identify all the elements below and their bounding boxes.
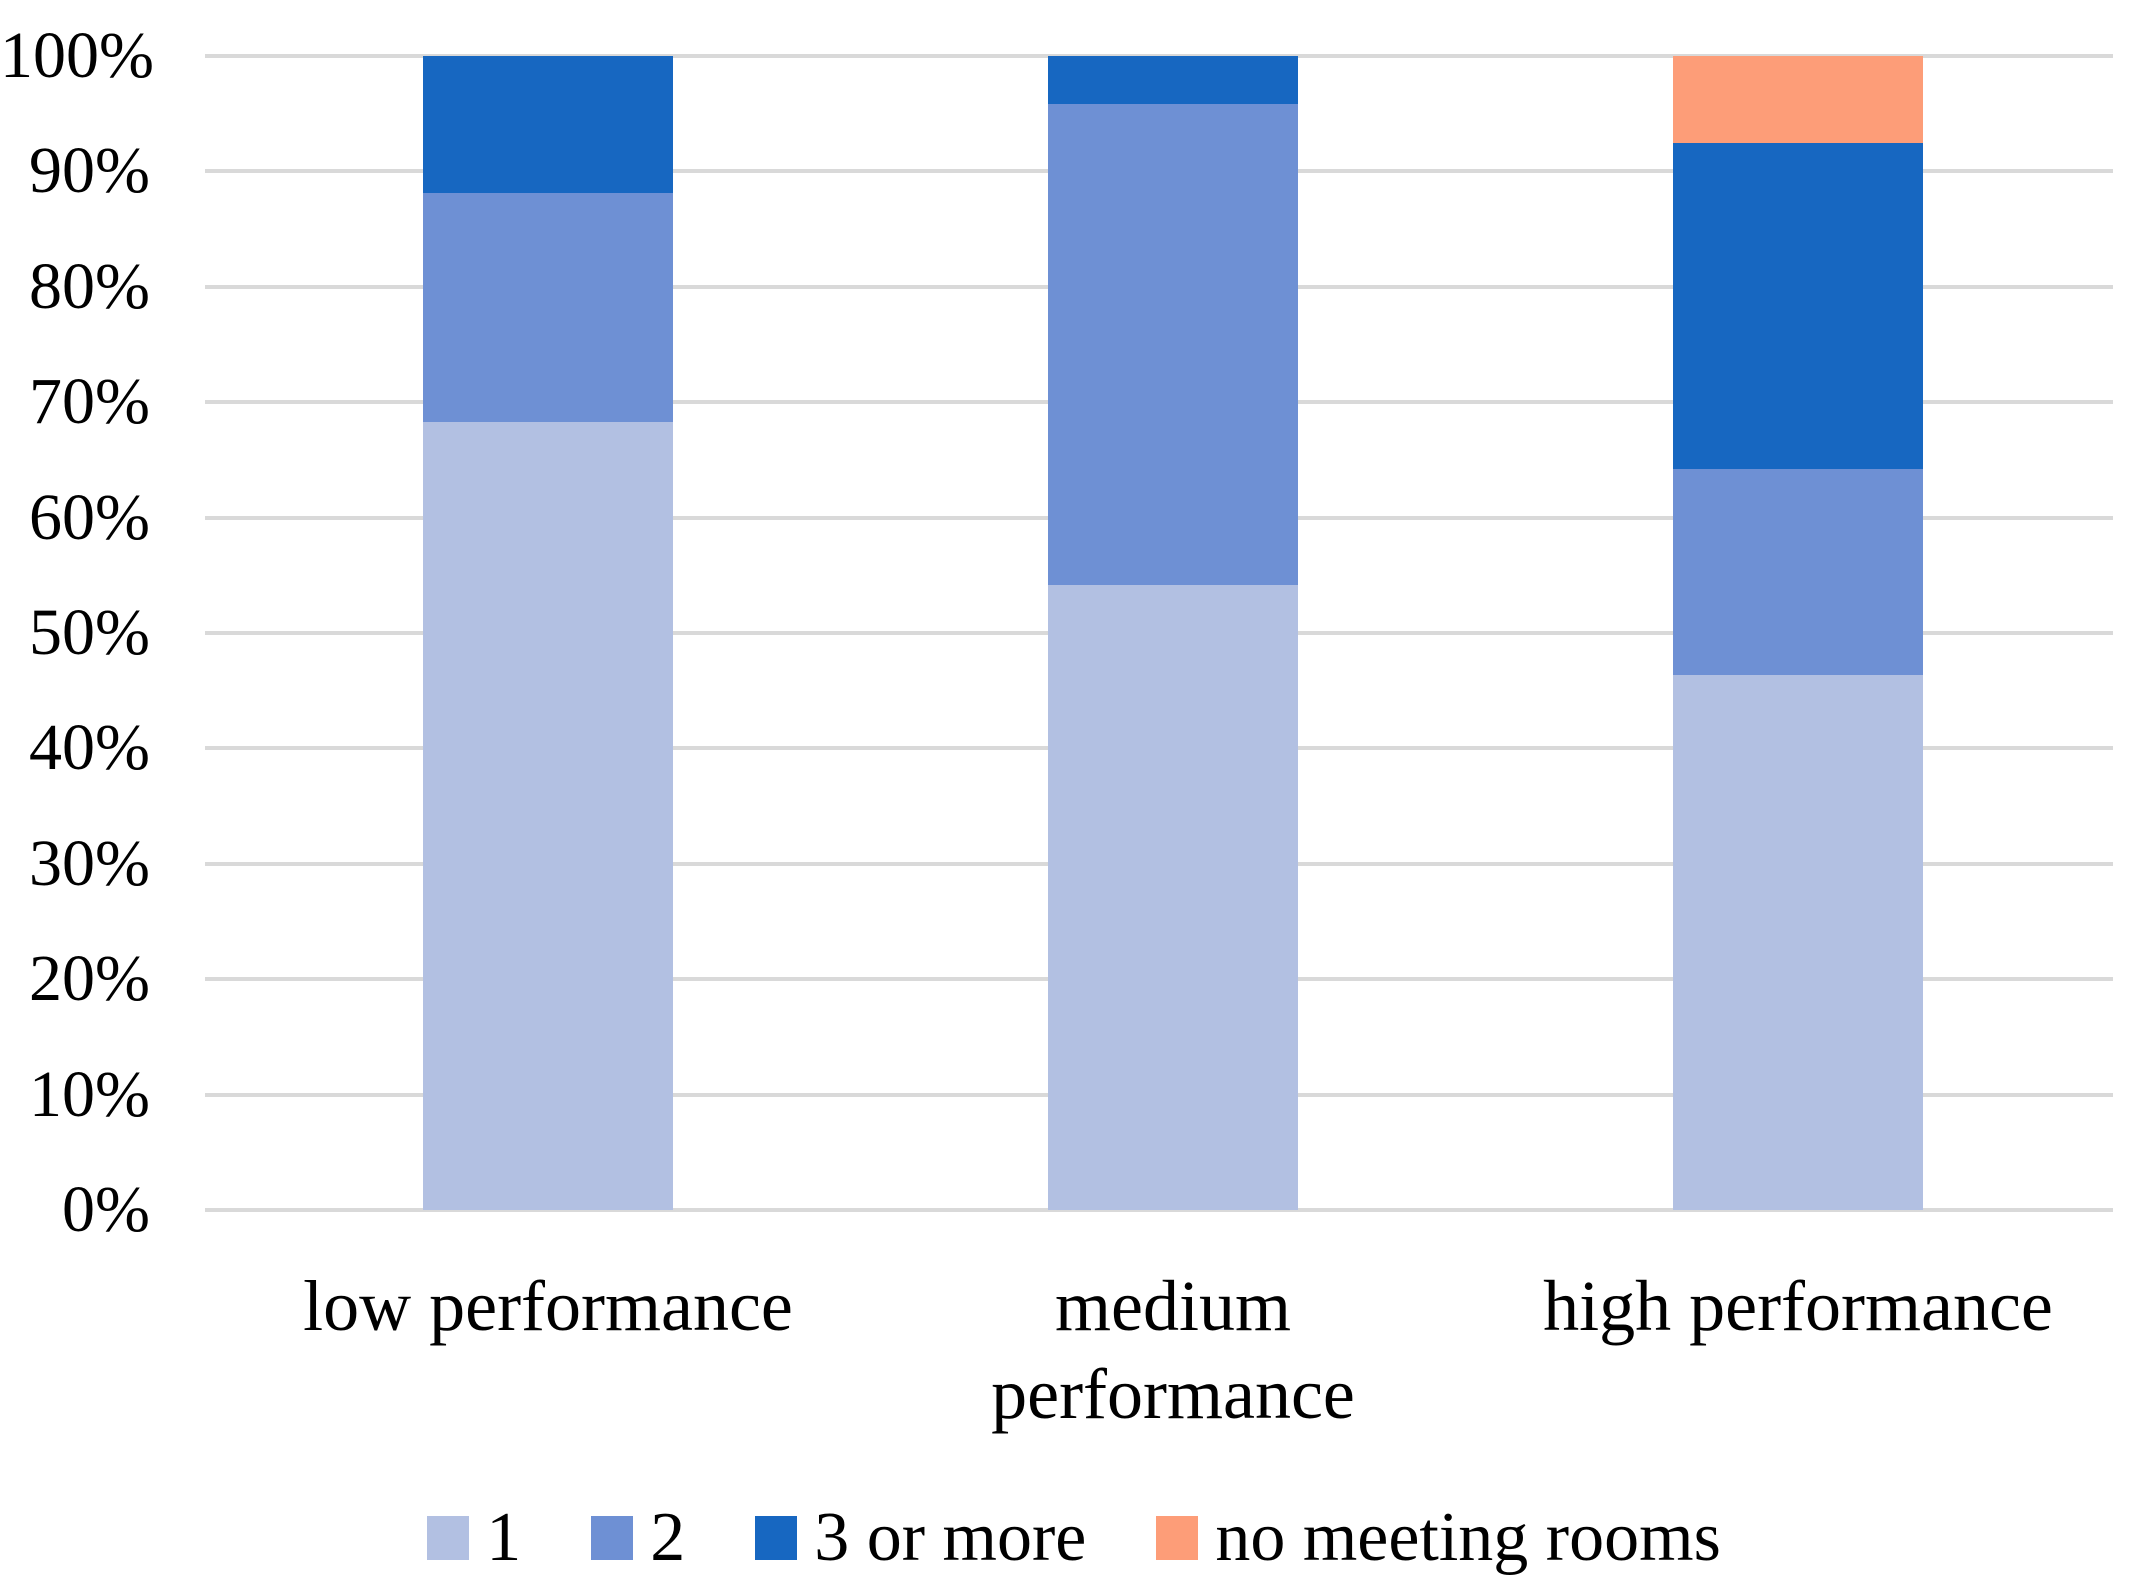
legend-item: 3 or more (755, 1501, 1086, 1575)
legend-item: 2 (591, 1501, 685, 1575)
legend-swatch (1156, 1516, 1199, 1560)
x-axis-category-label: high performance (1543, 1262, 2053, 1350)
y-axis-tick-label: 20% (29, 942, 150, 1015)
y-axis-tick-label: 100% (0, 19, 154, 92)
x-axis-category-label-line: performance (991, 1354, 1355, 1434)
x-axis-category-label: low performance (303, 1262, 793, 1350)
bar-segment (1673, 469, 1923, 675)
x-axis-category-label-line: high performance (1543, 1266, 2053, 1346)
bar-segment (1048, 56, 1298, 104)
x-axis-category-label-line: low performance (303, 1266, 793, 1346)
y-axis-tick-label: 30% (29, 827, 150, 900)
bar-segment (1048, 585, 1298, 1210)
y-axis-tick-label: 0% (62, 1173, 150, 1246)
bar-segment (423, 56, 673, 193)
y-axis-tick-label: 80% (29, 250, 150, 323)
bar-segment (423, 193, 673, 422)
legend-swatch (755, 1516, 798, 1560)
legend: 1 2 3 or more no meeting rooms (0, 1496, 2148, 1580)
y-axis-tick-label: 70% (29, 365, 150, 438)
legend-swatch (427, 1516, 470, 1560)
bar-segment (1673, 56, 1923, 143)
legend-label: 2 (650, 1499, 686, 1576)
legend-swatch (591, 1516, 634, 1560)
gridline (205, 1208, 2113, 1212)
legend-item: no meeting rooms (1156, 1499, 1721, 1576)
bar-segment (1673, 675, 1923, 1210)
x-axis-category-label: medium performance (991, 1262, 1355, 1438)
y-axis-tick-label: 10% (29, 1058, 150, 1131)
legend-item: 1 (427, 1501, 521, 1575)
legend-label: no meeting rooms (1215, 1499, 1721, 1576)
y-axis-tick-label: 90% (29, 134, 150, 207)
y-axis-tick-label: 60% (29, 481, 150, 554)
bar-segment (423, 422, 673, 1210)
legend-label: 1 (486, 1499, 522, 1576)
bar-segment (1048, 104, 1298, 585)
bar-segment (1673, 143, 1923, 469)
y-axis-tick-label: 50% (29, 596, 150, 669)
x-axis-category-label-line: medium (1055, 1266, 1291, 1346)
y-axis-tick-label: 40% (29, 711, 150, 784)
legend-label: 3 or more (814, 1499, 1087, 1576)
